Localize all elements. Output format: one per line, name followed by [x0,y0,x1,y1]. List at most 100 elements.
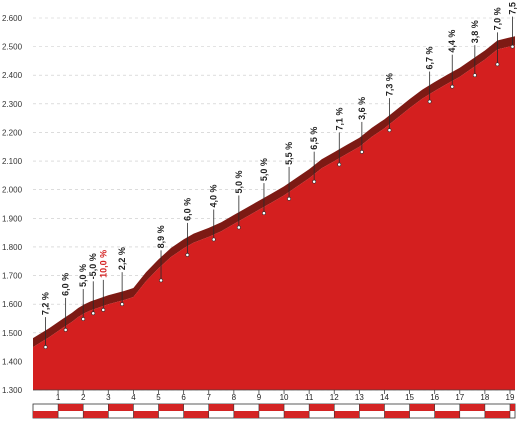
x-tick-label: 4 [131,393,136,402]
km-strip-segment [258,404,285,411]
x-tick-label: 7 [207,393,212,402]
gradient-marker [359,150,364,154]
x-tick-label: 5 [156,393,161,402]
y-tick-label: 1.600 [2,300,23,309]
gradient-marker [91,311,96,316]
gradient-marker [159,278,163,283]
gradient-label: 6,0 % [61,273,71,296]
x-tick-label: 6 [181,393,186,402]
gradient-label: 7,0 % [492,7,502,30]
gradient-marker [120,302,125,307]
x-tick-label: 9 [257,393,262,402]
x-tick-label: 19 [506,393,515,402]
gradient-label: 4,0 % [209,184,219,207]
gradient-label: 7,2 % [41,292,51,315]
x-tick-label: 2 [81,393,86,402]
gradient-marker [63,328,68,332]
gradient-label: 7,5 % [507,0,517,15]
gradient-label: 6,7 % [425,47,435,70]
y-tick-label: 2.200 [2,128,23,137]
gradient-marker [81,317,86,321]
gradient-marker [101,307,106,312]
profile-fill [33,45,515,390]
x-tick-label: 12 [330,393,339,402]
gradient-marker [43,345,48,349]
y-tick-label: 1.900 [2,214,23,223]
gradient-marker [185,253,190,257]
gradient-marker [387,128,392,133]
gradient-label: 10,0 % [98,250,108,278]
y-axis-ticks: 1.300 1.400 1.500 1.600 1.700 1.800 1.900 2.000… [2,14,23,395]
gradient-marker [427,99,432,104]
gradient-label: 8,9 % [156,225,166,248]
x-tick-label: 3 [106,393,111,402]
x-tick-label: 13 [355,393,364,402]
x-tick-label: 17 [455,393,464,402]
km-strip-segment [459,404,485,411]
km-strip-segment [334,411,360,418]
gradient-marker [495,62,500,67]
km-strip-segment [33,411,59,418]
gradient-marker [262,211,266,216]
gradient-label: 6,5 % [309,127,319,150]
gradient-label: 3,6 % [357,97,367,120]
km-strip-segment [484,411,510,418]
y-tick-label: 2.000 [2,186,23,195]
x-tick-label: 15 [405,393,414,402]
gradient-marker [510,44,515,49]
gradient-marker [450,84,455,89]
km-strip-segment [284,411,310,418]
gradient-marker [287,196,291,201]
y-tick-label: 2.100 [2,157,23,166]
km-strip-segment [83,411,109,418]
km-strip-segment [58,404,84,411]
gradient-label: -5,0 % [88,253,98,279]
gradient-marker [211,237,216,242]
gradient-marker [337,162,342,167]
km-strip-segment [108,404,134,411]
x-tick-label: 14 [380,393,389,402]
x-tick-label: 1 [56,393,61,402]
km-strip-segment [359,404,385,411]
y-tick-label: 1.700 [2,272,23,281]
km-strip-segment [133,411,159,418]
gradient-marker [312,179,317,184]
km-strip-segment [233,411,259,418]
y-tick-label: 1.400 [2,357,23,366]
km-strip-segment [409,404,435,411]
gradient-label: 7,1 % [334,107,344,130]
gradient-label: 5,0 % [78,264,88,287]
km-strip-segment [183,411,209,418]
gradient-label: 5,5 % [284,142,294,165]
gradient-label: 2,2 % [117,247,127,270]
y-tick-label: 2.400 [2,71,23,80]
y-tick-label: 2.300 [2,100,23,109]
x-tick-label: 18 [480,393,489,402]
km-strip-segment [208,404,234,411]
profile-top-band [33,36,515,348]
gradient-marker [472,73,477,78]
x-tick-label: 10 [280,393,289,402]
profile-area [33,36,515,390]
gradient-label: 5,0 % [259,158,269,181]
y-tick-label: 1.800 [2,243,23,252]
km-strip [32,403,516,419]
x-tick-label: 11 [305,393,314,402]
km-strip-segment [434,411,460,418]
x-axis: 1 2 3 4 5 6 7 8 9 10 11 12 13 14 15 16 17 18 19 [33,389,515,402]
y-tick-label: 1.300 [2,386,23,395]
gradient-label: 6,0 % [182,198,192,221]
gradient-label: 4,4 % [447,30,457,53]
y-tick-label: 1.500 [2,329,23,338]
gradient-labels: 7,2 %6,0 % 5,0 % -5,0 % 10,0 % 2,2 %8,9 %6,0… [41,0,517,349]
x-tick-label: 8 [232,393,237,402]
gradient-marker [236,225,241,230]
gradient-label: 3,8 % [470,20,480,43]
km-strip-segment [384,411,410,418]
x-tick-label: 16 [430,393,439,402]
y-tick-label: 2.500 [2,43,23,52]
y-tick-label: 2.600 [2,14,23,23]
km-strip-segment [158,404,184,411]
gradient-label: 7,3 % [384,73,394,96]
